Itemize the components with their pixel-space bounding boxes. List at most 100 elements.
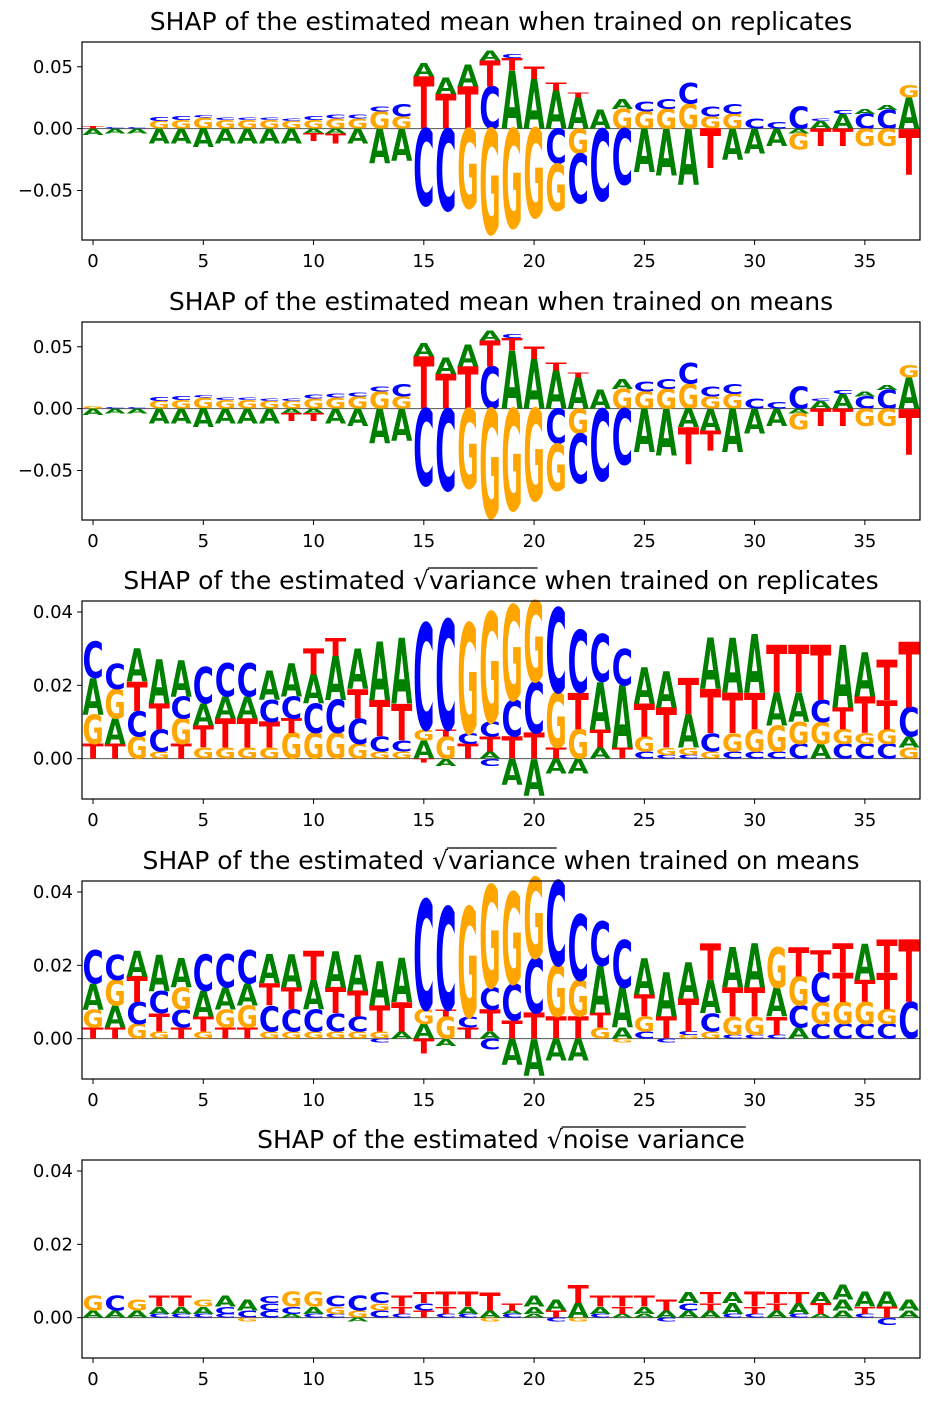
logo-letter-A-pos-31: A [766,405,787,433]
logo-letter-C-pos-21: C [546,401,567,455]
logo-letter-G-pos-16: G [435,1011,456,1046]
logo-letter-A-pos-34: A [832,1281,854,1304]
logo-letter-C-pos-8: C [259,1309,280,1321]
logo-panel-4: SHAP of the estimated √variance when tra… [33,846,921,1111]
logo-letter-T-pos-15: T [413,63,434,146]
logo-letter-G-pos-12: G [347,1029,368,1041]
x-tick-label: 20 [523,251,546,272]
logo-letter-C-pos-22: C [568,142,589,220]
logo-letter-C-pos-25: C [634,99,655,115]
logo-letter-A-pos-13: A [369,952,390,1022]
logo-letter-G-pos-17: G [457,595,478,769]
x-tick-label: 5 [198,1369,209,1390]
y-tick-label: 0.00 [33,1308,73,1329]
logo-letter-G-pos-28: G [700,1029,721,1041]
logo-letter-G-pos-28: G [700,749,721,761]
logo-letter-T-pos-14: T [391,996,413,1042]
logo-letter-A-pos-29: A [722,624,743,712]
logo-letter-A-pos-18: A [479,49,501,65]
logo-letter-A-pos-33: A [810,399,831,411]
logo-letter-A-pos-25: A [634,117,655,186]
plot-frame [81,1159,921,1359]
logo-letter-C-pos-37: C [898,992,919,1051]
logo-letter-A-pos-29: A [722,1301,743,1318]
logo-letter-G-pos-25: G [634,107,655,135]
logo-letter-A-pos-4: A [171,1305,192,1317]
logo-letter-T-pos-19: T [501,335,522,355]
logo-letter-C-pos-11: C [325,393,346,399]
logo-letter-C-pos-17: C [457,1015,478,1032]
logo-letter-A-pos-22: A [568,91,589,140]
logo-letter-C-pos-5: C [193,657,214,716]
logo-letter-G-pos-10: G [303,396,324,412]
logo-letter-C-pos-26: C [656,1038,677,1044]
logo-letter-C-pos-6: C [215,655,236,707]
logo-letter-T-pos-21: T [546,744,568,762]
logo-letter-G-pos-8: G [259,399,280,411]
logo-letter-C-pos-24: C [612,639,633,698]
logo-letter-A-pos-15: A [413,339,434,361]
plot-frame [81,321,921,521]
logo-letter-C-pos-5: C [193,944,214,1003]
logo-letter-T-pos-9: T [281,412,303,423]
logo-letter-A-pos-31: A [766,980,787,1027]
logo-letter-C-pos-22: C [568,615,589,714]
logo-letter-C-pos-32: C [788,381,809,417]
logo-letter-T-pos-30: T [744,682,766,741]
logo-letter-C-pos-11: C [325,1294,346,1311]
x-tick-label: 35 [853,810,876,831]
logo-letter-C-pos-28: C [700,104,721,120]
logo-letter-T-pos-26: T [656,1296,678,1314]
logo-letter-C-pos-14: C [391,100,412,120]
logo-letter-G-pos-35: G [854,124,875,152]
logo-letter-T-pos-15: T [413,343,434,426]
logo-letter-A-pos-37: A [898,91,919,140]
logo-letter-A-pos-12: A [347,125,369,149]
x-tick-label: 30 [743,531,766,552]
logo-letter-C-pos-4: C [171,1005,192,1034]
logo-letter-A-pos-22: A [568,371,589,420]
logo-letter-A-pos-29: A [722,397,743,466]
logo-letter-G-pos-3: G [149,399,170,411]
x-tick-label: 5 [198,251,209,272]
logo-letter-C-pos-29: C [722,1034,743,1040]
logo-letter-C-pos-30: C [744,1313,765,1319]
logo-letter-C-pos-16: C [435,589,456,765]
logo-letter-A-pos-29: A [722,938,743,1001]
logo-letter-G-pos-36: G [876,124,897,152]
logo-letter-T-pos-37: T [898,396,919,470]
logo-letter-G-pos-22: G [568,123,589,162]
logo-letter-A-pos-27: A [678,404,700,434]
logo-letter-A-pos-23: A [590,746,611,763]
x-tick-label: 5 [198,810,209,831]
logo-letter-T-pos-16: T [435,728,457,739]
logo-letter-C-pos-14: C [391,1313,412,1319]
logo-letter-G-pos-1: G [104,974,125,1015]
logo-letter-C-pos-25: C [634,379,655,395]
logo-letter-G-pos-6: G [215,744,236,762]
logo-letter-A-pos-10: A [303,127,325,135]
logo-letter-G-pos-4: G [171,981,192,1016]
logo-letter-A-pos-4: A [171,951,192,998]
logo-letter-T-pos-20: T [523,1006,545,1047]
logo-letter-A-pos-28: A [700,623,722,706]
logo-letter-G-pos-29: G [722,1012,743,1042]
logo-letter-A-pos-29: A [722,1290,743,1307]
logo-letter-G-pos-30: G [744,1012,765,1042]
logo-letter-G-pos-11: G [325,1029,346,1041]
logo-letter-T-pos-0: T [82,741,103,764]
logo-letter-A-pos-8: A [259,664,280,711]
logo-letter-A-pos-30: A [744,403,765,443]
logo-letter-A-pos-3: A [149,944,171,1004]
logo-letter-A-pos-10: A [303,667,324,714]
logo-letter-C-pos-21: C [546,121,567,175]
logo-letter-A-pos-32: A [788,1026,809,1043]
logo-letter-C-pos-30: C [744,117,765,133]
logo-letter-C-pos-32: C [788,101,809,137]
logo-letter-A-pos-5: A [193,697,215,733]
logo-letter-G-pos-9: G [281,1289,302,1312]
logo-letter-C-pos-25: C [634,750,655,762]
logo-letter-G-pos-3: G [149,119,170,131]
logo-letter-T-pos-21: T [546,1012,567,1046]
logo-letter-C-pos-9: C [281,691,302,726]
